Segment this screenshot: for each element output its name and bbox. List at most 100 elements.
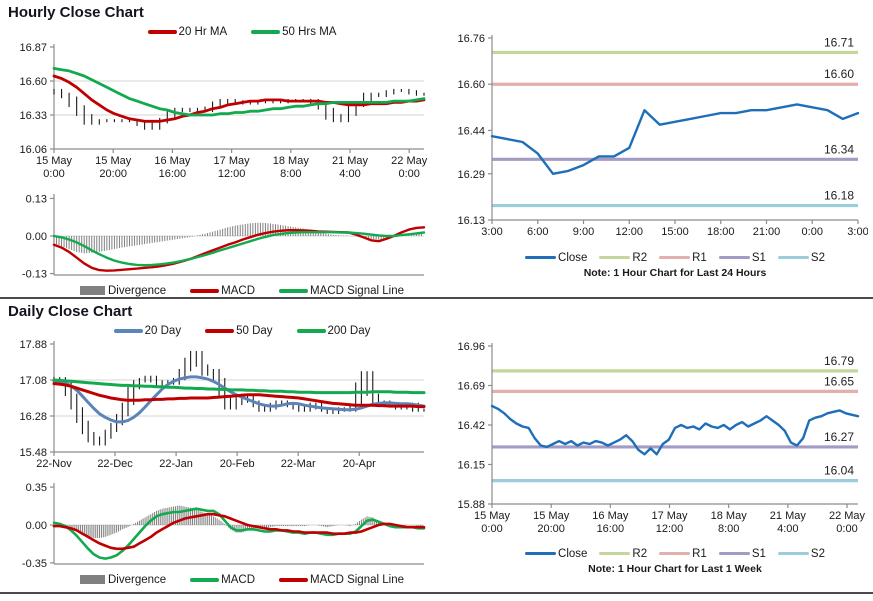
legend-item: Close — [525, 548, 587, 560]
svg-text:0:00: 0:00 — [481, 523, 502, 535]
daily-macd-chart: 0.35 0.00 -0.35 — [6, 478, 434, 572]
svg-text:16.28: 16.28 — [19, 411, 47, 423]
svg-text:22-Nov: 22-Nov — [36, 458, 72, 470]
legend-item: 200 Day — [296, 324, 371, 337]
svg-text:15 May: 15 May — [36, 155, 73, 167]
daily-sr-note: Note: 1 Hour Chart for Last 1 Week — [588, 563, 762, 575]
svg-text:16:00: 16:00 — [597, 523, 625, 535]
legend-item: S1 — [718, 548, 766, 560]
svg-text:0:00: 0:00 — [398, 168, 419, 180]
svg-text:17.88: 17.88 — [19, 339, 47, 351]
svg-text:15.88: 15.88 — [457, 499, 485, 511]
svg-text:16.96: 16.96 — [457, 341, 485, 353]
legend-swatch-icon — [777, 256, 809, 259]
svg-text:16.04: 16.04 — [824, 464, 854, 478]
legend-swatch-icon — [777, 552, 809, 555]
bottom-divider — [0, 592, 873, 594]
legend-label: 50 Hrs MA — [282, 25, 337, 38]
legend-label: S2 — [810, 547, 825, 560]
svg-text:22 May: 22 May — [391, 155, 428, 167]
svg-text:18 May: 18 May — [273, 155, 310, 167]
svg-text:20:00: 20:00 — [537, 523, 565, 535]
legend-label: R2 — [632, 251, 648, 264]
legend-label: R1 — [692, 547, 707, 560]
svg-text:17 May: 17 May — [214, 155, 251, 167]
legend-label: MACD — [221, 573, 256, 586]
hourly-macd-chart: 0.13 0.00 -0.13 — [6, 189, 434, 283]
svg-text:16:00: 16:00 — [159, 168, 187, 180]
svg-text:16.34: 16.34 — [824, 142, 854, 156]
legend-swatch-icon — [659, 552, 691, 555]
legend-label: MACD Signal Line — [310, 284, 404, 297]
svg-text:17 May: 17 May — [651, 510, 688, 522]
svg-text:21:00: 21:00 — [753, 226, 781, 238]
hourly-macd-legend: Divergence MACD MACD Signal Line — [6, 283, 434, 298]
svg-text:17.08: 17.08 — [19, 375, 47, 387]
legend-swatch-icon — [279, 288, 309, 293]
legend-swatch-icon — [279, 577, 309, 582]
legend-label: S1 — [751, 251, 766, 264]
svg-text:16.69: 16.69 — [457, 381, 485, 393]
svg-text:16.71: 16.71 — [824, 35, 854, 49]
legend-swatch-icon — [190, 288, 220, 293]
svg-text:21 May: 21 May — [332, 155, 369, 167]
svg-text:16.18: 16.18 — [824, 189, 854, 203]
legend-item: R2 — [599, 548, 647, 560]
svg-text:16.27: 16.27 — [824, 430, 854, 444]
legend-label: Close — [558, 547, 588, 560]
svg-text:22-Jan: 22-Jan — [159, 458, 193, 470]
svg-text:9:00: 9:00 — [573, 226, 594, 238]
daily-sr-block: 16.79 16.65 16.27 16.04 16.96 16.69 16.42 16.15… — [438, 334, 868, 577]
svg-text:0.13: 0.13 — [26, 193, 47, 205]
legend-swatch-icon — [525, 552, 557, 555]
hourly-price-block: 20 Hr MA 50 Hrs MA 16.87 16.60 16.33 16.06 15… — [6, 24, 434, 298]
legend-item: MACD Signal Line — [279, 285, 404, 297]
svg-text:15 May: 15 May — [95, 155, 132, 167]
hourly-support-resistance-chart: 16.71 16.60 16.34 16.18 16.76 16.60 16.44 16.29… — [438, 26, 868, 250]
legend-item: R1 — [659, 548, 707, 560]
legend-item: S2 — [777, 251, 825, 264]
svg-text:0:00: 0:00 — [802, 226, 823, 238]
svg-text:-0.35: -0.35 — [22, 558, 47, 570]
legend-label: 50 Day — [236, 324, 273, 337]
daily-macd-legend: Divergence MACD MACD Signal Line — [6, 572, 434, 587]
svg-text:20:00: 20:00 — [99, 168, 127, 180]
svg-text:8:00: 8:00 — [718, 523, 739, 535]
legend-item: 50 Hrs MA — [251, 26, 336, 38]
legend-item: S2 — [777, 547, 825, 560]
svg-text:16 May: 16 May — [592, 510, 629, 522]
hourly-sr-legend: Close R2 R1 S1 S2 — [438, 250, 868, 265]
svg-text:16.42: 16.42 — [457, 420, 485, 432]
legend-swatch-icon — [79, 286, 105, 295]
svg-text:16 May: 16 May — [154, 155, 191, 167]
svg-text:0.00: 0.00 — [26, 520, 47, 532]
svg-text:21 May: 21 May — [770, 510, 807, 522]
daily-price-block: 20 Day 50 Day 200 Day 17.88 17.08 16.28 15.48… — [6, 323, 434, 587]
svg-text:16.76: 16.76 — [457, 33, 485, 45]
svg-text:15 May: 15 May — [474, 510, 511, 522]
legend-label: MACD Signal Line — [310, 573, 404, 586]
svg-text:16.44: 16.44 — [457, 125, 485, 137]
svg-text:0.35: 0.35 — [26, 482, 47, 494]
legend-swatch-icon — [659, 256, 691, 259]
legend-item: Divergence — [79, 574, 166, 586]
svg-text:4:00: 4:00 — [339, 168, 360, 180]
legend-item: MACD — [190, 574, 255, 586]
legend-item: R2 — [599, 252, 647, 264]
legend-label: S2 — [810, 251, 825, 264]
legend-swatch-icon — [205, 328, 235, 333]
svg-text:22 May: 22 May — [829, 510, 866, 522]
svg-text:12:00: 12:00 — [656, 523, 684, 535]
svg-text:0.00: 0.00 — [26, 231, 47, 243]
svg-text:15 May: 15 May — [533, 510, 570, 522]
legend-item: MACD — [190, 285, 255, 297]
legend-label: 20 Day — [144, 324, 182, 337]
hourly-sr-note: Note: 1 Hour Chart for Last 24 Hours — [583, 267, 767, 279]
svg-text:16.29: 16.29 — [457, 169, 485, 181]
hourly-sr-block: 16.71 16.60 16.34 16.18 16.76 16.60 16.44 16.29… — [438, 26, 868, 281]
legend-item: 20 Hr MA — [147, 26, 227, 38]
legend-label: 200 Day — [327, 324, 371, 337]
svg-text:16.60: 16.60 — [824, 67, 854, 81]
svg-text:15:00: 15:00 — [661, 226, 689, 238]
legend-swatch-icon — [147, 29, 177, 34]
